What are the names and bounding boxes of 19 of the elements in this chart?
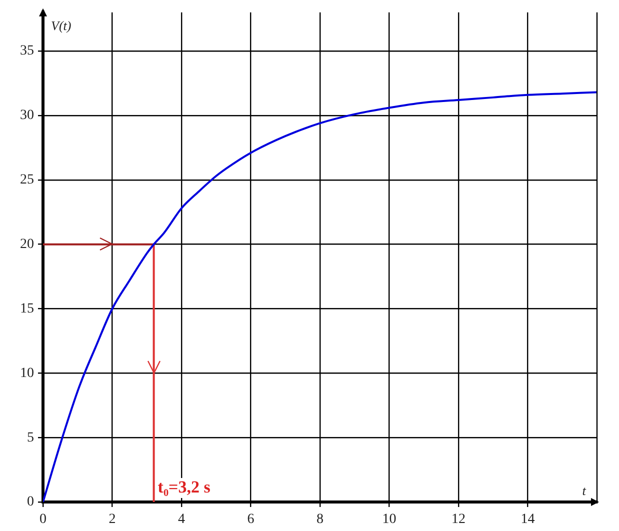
x-tick-label: 6	[247, 512, 254, 528]
y-tick-label: 15	[20, 301, 34, 316]
y-tick-label: 25	[20, 172, 34, 188]
x-tick-label: 0	[40, 512, 46, 528]
y-tick-label: 35	[20, 44, 34, 59]
y-tick-label: 5	[27, 430, 34, 446]
y-axis-title: V(t)	[51, 18, 72, 33]
x-tick-label: 14	[520, 512, 535, 528]
x-axis-title: t	[582, 482, 586, 498]
x-tick-label: 4	[178, 512, 185, 528]
y-tick-label: 30	[20, 108, 34, 124]
x-tick-label: 2	[108, 512, 116, 528]
x-tick-label: 10	[382, 512, 396, 528]
x-tick-label: 8	[316, 512, 324, 528]
annotation: t₀=3,2 s	[158, 477, 211, 496]
y-tick-label: 20	[20, 236, 34, 252]
x-tick-label: 12	[452, 512, 466, 528]
y-tick-label: 0	[27, 494, 34, 510]
y-tick-label: 10	[20, 366, 34, 381]
